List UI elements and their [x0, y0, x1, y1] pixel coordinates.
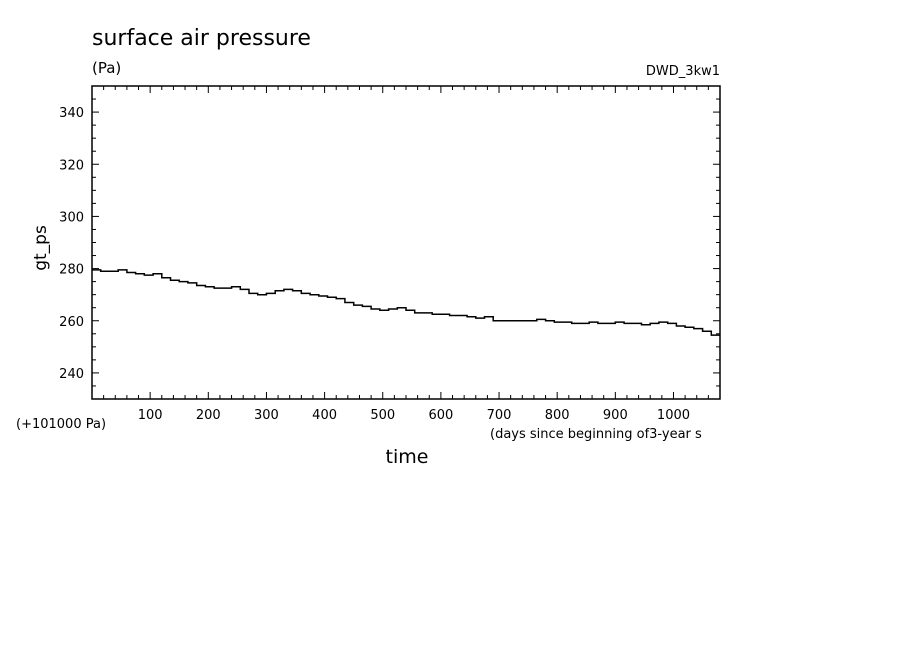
x-tick-label: 500	[370, 408, 395, 423]
y-tick-label: 340	[59, 106, 84, 121]
y-tick-label: 320	[59, 158, 84, 173]
series-line	[92, 269, 720, 336]
y-tick-label: 280	[59, 263, 84, 278]
chart-units: (Pa)	[92, 59, 121, 77]
plot-frame	[91, 85, 721, 400]
x-axis-label: time	[386, 446, 429, 468]
x-tick-label: 600	[428, 408, 453, 423]
y-tick-label: 300	[59, 210, 84, 225]
x-tick-label: 400	[312, 408, 337, 423]
experiment-label: DWD_3kw1	[646, 64, 720, 79]
y-tick-labels: 240 260 280 300 320 340	[59, 106, 84, 382]
x-tick-label: 1000	[657, 408, 690, 423]
x-units-label: (days since beginning of3-year s	[490, 427, 702, 442]
x-tick-label: 700	[487, 408, 512, 423]
x-tick-label: 300	[254, 408, 279, 423]
y-tick-label: 240	[59, 367, 84, 382]
x-tick-label: 100	[138, 408, 163, 423]
x-tick-label: 900	[603, 408, 628, 423]
x-tick-labels: 100 200 300 400 500 600 700 800 900 1000	[138, 408, 690, 423]
y-axis-label: gt_ps	[31, 225, 51, 271]
tick-marks	[92, 86, 720, 399]
chart-title: surface air pressure	[92, 26, 311, 51]
y-offset-label: (+101000 Pa)	[16, 417, 106, 432]
x-tick-label: 800	[545, 408, 570, 423]
x-tick-label: 200	[196, 408, 221, 423]
y-tick-label: 260	[59, 315, 84, 330]
